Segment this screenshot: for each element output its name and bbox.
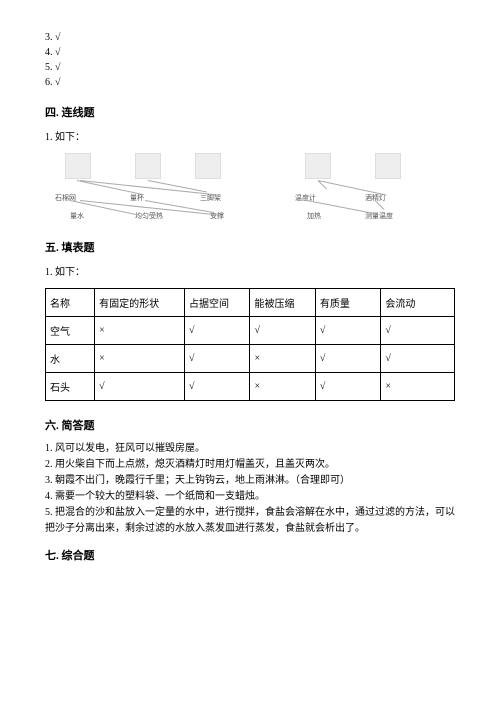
table-header: 能被压缩 bbox=[250, 289, 315, 317]
matching-diagram: 石棉网量杯三脚架温度计酒精灯量水均匀受热支撑加热测量温度 bbox=[45, 153, 455, 223]
item-mark: √ bbox=[55, 47, 61, 58]
answer-line: 2. 用火柴自下而上点燃，熄灭酒精灯时用灯帽盖灭，且盖灭两次。 bbox=[45, 457, 455, 473]
item-mark: √ bbox=[55, 77, 61, 88]
table-header: 有固定的形状 bbox=[95, 289, 185, 317]
section5-subitem: 1. 如下： bbox=[45, 263, 455, 278]
table-cell: × bbox=[250, 345, 315, 373]
section4-title: 四. 连线题 bbox=[45, 104, 455, 120]
table-cell: × bbox=[95, 317, 185, 345]
diagram-line bbox=[80, 180, 217, 195]
table-cell: × bbox=[381, 373, 455, 401]
item-mark: √ bbox=[55, 32, 61, 43]
diagram-image bbox=[195, 153, 221, 179]
diagram-image bbox=[135, 153, 161, 179]
checklist-item: 4. √ bbox=[45, 45, 455, 60]
table-header: 名称 bbox=[46, 289, 95, 317]
table-cell: √ bbox=[315, 317, 380, 345]
section7-title: 七. 综合题 bbox=[45, 547, 455, 563]
properties-table-wrap: 名称有固定的形状占据空间能被压缩有质量会流动空气×√√√√水×√×√√石头√√×… bbox=[45, 288, 455, 401]
answer-line: 1. 风可以发电，狂风可以摧毁房屋。 bbox=[45, 441, 455, 457]
properties-table: 名称有固定的形状占据空间能被压缩有质量会流动空气×√√√√水×√×√√石头√√×… bbox=[45, 288, 455, 401]
table-header: 会流动 bbox=[381, 289, 455, 317]
table-cell: √ bbox=[185, 373, 250, 401]
item-num: 4. bbox=[45, 47, 53, 58]
table-cell: 水 bbox=[46, 345, 95, 373]
table-cell: √ bbox=[381, 317, 455, 345]
table-header: 有质量 bbox=[315, 289, 380, 317]
table-row: 空气×√√√√ bbox=[46, 317, 455, 345]
section5-title: 五. 填表题 bbox=[45, 239, 455, 255]
checklist-item: 6. √ bbox=[45, 75, 455, 90]
section4-subitem: 1. 如下： bbox=[45, 128, 455, 143]
diagram-label: 加热 bbox=[307, 211, 321, 221]
table-header: 占据空间 bbox=[185, 289, 250, 317]
section6-title: 六. 简答题 bbox=[45, 417, 455, 433]
table-cell: √ bbox=[185, 317, 250, 345]
diagram-label: 量杯 bbox=[130, 193, 144, 203]
table-cell: 空气 bbox=[46, 317, 95, 345]
item-num: 6. bbox=[45, 77, 53, 88]
table-cell: √ bbox=[250, 317, 315, 345]
diagram-line bbox=[318, 180, 387, 196]
diagram-image bbox=[65, 153, 91, 179]
table-cell: √ bbox=[381, 345, 455, 373]
answer-line: 4. 需要一个较大的塑料袋、一个纸筒和一支蜡烛。 bbox=[45, 489, 455, 505]
diagram-image bbox=[375, 153, 401, 179]
table-cell: × bbox=[95, 345, 185, 373]
item-mark: √ bbox=[55, 62, 61, 73]
table-cell: √ bbox=[315, 345, 380, 373]
checklist-item: 3. √ bbox=[45, 30, 455, 45]
diagram-label: 均匀受热 bbox=[135, 211, 163, 221]
answer-line: 5. 把混合的沙和盐放入一定量的水中，进行搅拌，食盐会溶解在水中，通过过滤的方法… bbox=[45, 505, 455, 537]
checklist-block: 3. √ 4. √ 5. √ 6. √ bbox=[45, 30, 455, 90]
answer-line: 3. 朝霞不出门，晚霞行千里；天上钩钩云，地上雨淋淋。（合理即可） bbox=[45, 473, 455, 489]
short-answer-block: 1. 风可以发电，狂风可以摧毁房屋。2. 用火柴自下而上点燃，熄灭酒精灯时用灯帽… bbox=[45, 441, 455, 537]
item-num: 5. bbox=[45, 62, 53, 73]
diagram-image bbox=[305, 153, 331, 179]
table-cell: 石头 bbox=[46, 373, 95, 401]
checklist-item: 5. √ bbox=[45, 60, 455, 75]
table-cell: × bbox=[250, 373, 315, 401]
diagram-label: 量水 bbox=[70, 211, 84, 221]
item-num: 3. bbox=[45, 32, 53, 43]
table-cell: √ bbox=[315, 373, 380, 401]
table-row: 石头√√×√× bbox=[46, 373, 455, 401]
table-row: 水×√×√√ bbox=[46, 345, 455, 373]
table-cell: √ bbox=[95, 373, 185, 401]
table-cell: √ bbox=[185, 345, 250, 373]
